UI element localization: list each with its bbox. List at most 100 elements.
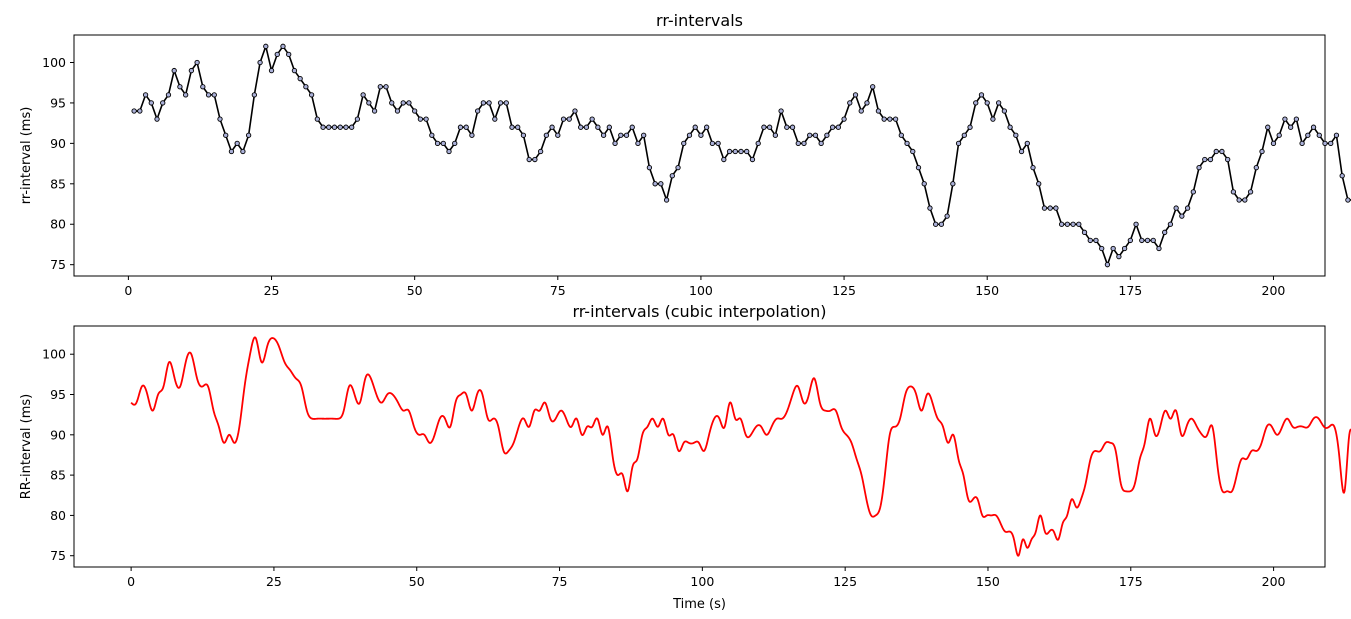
rr-data-point [1230,189,1237,195]
rr-data-point [509,124,515,130]
rr-data-point [784,124,790,130]
rr-data-point [1139,237,1145,244]
rr-data-point [480,100,487,106]
rr-data-point [990,116,996,122]
rr-data-point [744,148,750,155]
rr-data-point [921,181,927,187]
rr-data-point [452,140,458,147]
rr-data-point [583,124,590,130]
rr-data-point [864,100,870,106]
rr-data-point [543,132,549,138]
rr-data-point [240,148,246,155]
rr-data-point [1265,124,1271,130]
rr-data-point [349,124,355,130]
rr-data-point [389,100,395,106]
rr-data-point [572,108,578,114]
y-tick-label: 90 [50,136,66,151]
rr-data-point [1110,245,1116,252]
y-tick-label: 95 [50,387,66,402]
rr-data-point [1196,164,1202,171]
x-tick-label: 150 [975,283,999,298]
rr-data-point [429,132,435,138]
rr-data-point [726,148,733,155]
rr-data-point [600,132,607,138]
rr-data-point [1173,205,1179,211]
rr-data-point [623,132,630,138]
rr-data-point [457,124,464,130]
rr-data-point [812,132,819,138]
rr-data-point [268,67,275,74]
rr-data-point [566,116,572,122]
rr-data-point [973,100,979,106]
rr-data-point [875,108,882,114]
rr-data-point [801,140,807,147]
rr-data-point [1162,229,1168,235]
rr-data-point [910,148,916,155]
rr-data-point [160,100,166,106]
interpolated-series-line [130,336,1351,557]
rr-data-point [646,164,653,171]
rr-data-point [515,124,521,130]
y-tick-label: 75 [50,548,66,563]
rr-data-point [412,108,418,114]
rr-data-point [984,100,990,106]
rr-data-point [1328,140,1334,147]
rr-data-point [383,84,389,90]
rr-data-point [1322,140,1328,147]
x-tick-label: 125 [832,283,856,298]
rr-data-point [291,67,298,74]
rr-data-point [870,84,876,90]
rr-data-point [606,124,612,130]
x-tick-label: 25 [264,283,280,298]
rr-data-point [692,124,698,130]
rr-data-point [469,132,475,138]
rr-data-point [824,132,830,138]
rr-data-point [1213,148,1219,155]
rr-data-point [337,124,343,130]
rr-data-point [274,51,280,58]
rr-data-point [1276,132,1282,138]
rr-data-point [721,156,727,163]
rr-data-point [996,100,1002,106]
rr-data-point [915,164,922,171]
rr-data-point [200,84,206,90]
x-tick-label: 75 [550,283,566,298]
rr-data-point [280,43,286,49]
rr-data-point [681,140,687,147]
rr-data-point [297,76,303,82]
rr-data-point [1253,164,1259,171]
x-tick-label: 200 [1262,283,1286,298]
rr-data-point [881,116,887,122]
rr-data-point [257,59,263,66]
rr-data-point [1013,132,1019,138]
x-tick-label: 175 [1119,574,1143,589]
rr-data-point [263,43,269,49]
top-series [131,43,1351,268]
rr-data-point [440,140,446,147]
rr-data-point [955,140,962,147]
rr-data-point [1133,221,1139,227]
top-x-ticks: 0 25 50 75 100 125 150 175 200 [124,276,1285,298]
rr-data-point [377,84,383,90]
rr-data-point [755,140,761,147]
rr-data-point [698,132,704,138]
rr-data-point [829,124,836,130]
rr-data-point [818,140,824,147]
rr-data-point [715,140,721,147]
rr-data-point [807,132,813,138]
rr-data-point [394,108,401,114]
rr-data-point [652,181,658,187]
rr-data-point [1207,156,1214,163]
rr-data-point [1064,221,1071,227]
rr-data-point [406,100,412,106]
rr-data-point [549,124,555,130]
top-y-ticks: 75 80 85 90 95 100 [42,55,74,272]
rr-data-point [1202,156,1208,163]
rr-data-point [961,132,967,138]
rr-data-point [789,124,796,130]
rr-data-point [520,132,527,138]
y-tick-label: 100 [42,55,66,70]
rr-data-point [835,124,841,130]
rr-data-point [1053,205,1059,211]
rr-data-point [131,108,137,114]
